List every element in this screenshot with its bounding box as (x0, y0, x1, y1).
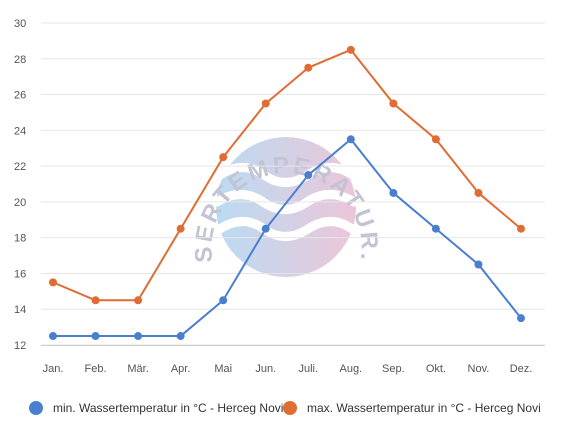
series-line (53, 138, 522, 338)
legend-marker-icon (283, 401, 297, 415)
data-point[interactable] (219, 153, 228, 162)
x-tick-label: Jan. (43, 363, 64, 375)
series-min (49, 135, 525, 341)
y-tick-label: 28 (14, 54, 26, 66)
x-tick-label: Mai (214, 363, 232, 375)
data-point[interactable] (91, 332, 100, 341)
data-point[interactable] (346, 45, 355, 54)
y-tick-label: 30 (14, 18, 26, 30)
grid (41, 22, 545, 346)
y-tick-label: 24 (14, 125, 26, 137)
data-point[interactable] (91, 296, 100, 305)
data-point[interactable] (261, 99, 270, 108)
legend-item-min[interactable]: min. Wassertemperatur in °C - Herceg Nov… (29, 401, 283, 415)
series-line (52, 48, 522, 302)
x-tick-label: Juli. (298, 363, 318, 375)
x-tick-label: Sep. (382, 363, 405, 375)
watermark-waves-icon (212, 163, 359, 241)
data-point[interactable] (474, 260, 483, 269)
data-point[interactable] (304, 171, 313, 180)
y-tick-label: 14 (14, 304, 26, 316)
x-tick-label: Nov. (468, 363, 490, 375)
x-tick-label: Jun. (255, 363, 276, 375)
data-point[interactable] (346, 135, 355, 144)
data-point[interactable] (261, 224, 270, 233)
data-point[interactable] (389, 188, 398, 197)
series-layer (49, 45, 525, 341)
y-tick-label: 18 (14, 233, 26, 245)
x-tick-label: Feb. (85, 363, 107, 375)
data-point[interactable] (176, 224, 185, 233)
x-tick-label: Apr. (171, 363, 191, 375)
data-point[interactable] (219, 296, 228, 305)
data-point[interactable] (134, 296, 143, 305)
data-point[interactable] (431, 224, 440, 233)
data-point[interactable] (49, 332, 57, 341)
series-max (49, 45, 525, 305)
legend-label: min. Wassertemperatur in °C - Herceg Nov… (53, 401, 283, 415)
legend[interactable]: min. Wassertemperatur in °C - Herceg Nov… (29, 401, 541, 415)
legend-item-max[interactable]: max. Wassertemperatur in °C - Herceg Nov… (283, 401, 541, 415)
data-point[interactable] (134, 332, 143, 341)
y-tick-label: 22 (14, 161, 26, 173)
legend-label: max. Wassertemperatur in °C - Herceg Nov… (307, 401, 541, 415)
y-tick-label: 12 (14, 340, 26, 352)
data-point[interactable] (389, 99, 398, 108)
y-tick-label: 16 (14, 268, 26, 280)
axes: 12 14 16 18 20 22 24 26 28 30 Jan. Feb. Mär. Apr. Mai J… (14, 18, 532, 375)
x-tick-label: Okt. (426, 363, 446, 375)
data-point[interactable] (49, 278, 57, 287)
data-point[interactable] (431, 135, 440, 144)
data-point[interactable] (517, 314, 525, 323)
watermark: WASSERTEMPERATUR.ORG (0, 0, 380, 277)
data-point[interactable] (474, 188, 483, 197)
y-tick-label: 26 (14, 90, 26, 102)
data-point[interactable] (304, 63, 313, 72)
data-point[interactable] (176, 332, 185, 341)
legend-marker-icon (29, 401, 43, 415)
y-tick-label: 20 (14, 197, 26, 209)
x-tick-label: Aug. (339, 363, 362, 375)
x-tick-label: Mär. (127, 363, 148, 375)
data-point[interactable] (517, 224, 525, 233)
x-tick-label: Dez. (510, 363, 533, 375)
